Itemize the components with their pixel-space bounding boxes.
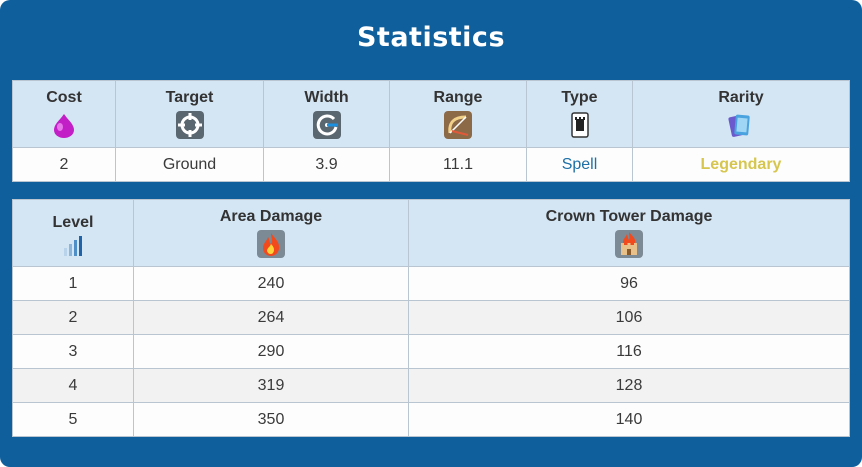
width-header: Width — [263, 80, 390, 148]
type-header: Type — [526, 80, 633, 148]
area-damage-cell: 350 — [133, 402, 409, 437]
area-damage-cell: 264 — [133, 300, 409, 335]
level-cell: 4 — [12, 368, 134, 403]
cost-value: 2 — [12, 147, 116, 182]
crown-tower-damage-label: Crown Tower Damage — [545, 208, 713, 225]
levels-header-row: Level Area Damage Crown Tower Damage — [12, 199, 850, 267]
crown-tower-damage-cell: 106 — [408, 300, 850, 335]
target-label: Target — [165, 89, 214, 106]
elixir-drop-icon — [54, 114, 74, 138]
panel-title: Statistics — [356, 22, 506, 53]
target-header: Target — [115, 80, 264, 148]
level-cell: 5 — [12, 402, 134, 437]
width-value: 3.9 — [263, 147, 390, 182]
range-header: Range — [389, 80, 527, 148]
cards-stack-icon — [728, 114, 750, 137]
cost-label: Cost — [46, 89, 82, 106]
target-value: Ground — [115, 147, 264, 182]
level-cell: 2 — [12, 300, 134, 335]
table-row: 4 319 128 — [12, 368, 850, 403]
table-row: 5 350 140 — [12, 402, 850, 437]
radius-icon — [312, 111, 341, 139]
type-value: Spell — [526, 147, 633, 182]
table-row: 1 240 96 — [12, 266, 850, 301]
stats-header-row: Cost Target Width — [12, 80, 850, 148]
rarity-label: Rarity — [718, 89, 764, 106]
table-row: 2 264 106 — [12, 300, 850, 335]
area-damage-cell: 290 — [133, 334, 409, 369]
area-damage-header: Area Damage — [133, 199, 409, 267]
crown-tower-damage-header: Crown Tower Damage — [408, 199, 850, 267]
table-row: 3 290 116 — [12, 334, 850, 369]
type-label: Type — [561, 89, 598, 106]
card-icon — [570, 112, 589, 138]
level-bars-icon — [64, 236, 82, 256]
crosshair-icon — [175, 111, 204, 139]
crown-tower-damage-cell: 96 — [408, 266, 850, 301]
crown-tower-damage-cell: 116 — [408, 334, 850, 369]
level-header: Level — [12, 199, 134, 267]
crown-tower-damage-cell: 140 — [408, 402, 850, 437]
tower-fire-icon — [615, 230, 643, 258]
level-label: Level — [52, 214, 94, 231]
area-damage-cell: 319 — [133, 368, 409, 403]
level-cell: 3 — [12, 334, 134, 369]
level-stats-table: Level Area Damage Crown Tower Damage — [12, 199, 850, 437]
rarity-header: Rarity — [632, 80, 850, 148]
width-label: Width — [304, 89, 349, 106]
stats-table: Cost Target Width — [12, 80, 850, 182]
range-label: Range — [433, 89, 483, 106]
area-damage-label: Area Damage — [219, 208, 323, 225]
bow-icon — [444, 111, 472, 139]
range-value: 11.1 — [389, 147, 527, 182]
crown-tower-damage-cell: 128 — [408, 368, 850, 403]
level-cell: 1 — [12, 266, 134, 301]
fire-icon — [257, 230, 285, 258]
stats-value-row: 2 Ground 3.9 11.1 Spell Legendary — [12, 147, 850, 182]
cost-header: Cost — [12, 80, 116, 148]
area-damage-cell: 240 — [133, 266, 409, 301]
rarity-value: Legendary — [632, 147, 850, 182]
